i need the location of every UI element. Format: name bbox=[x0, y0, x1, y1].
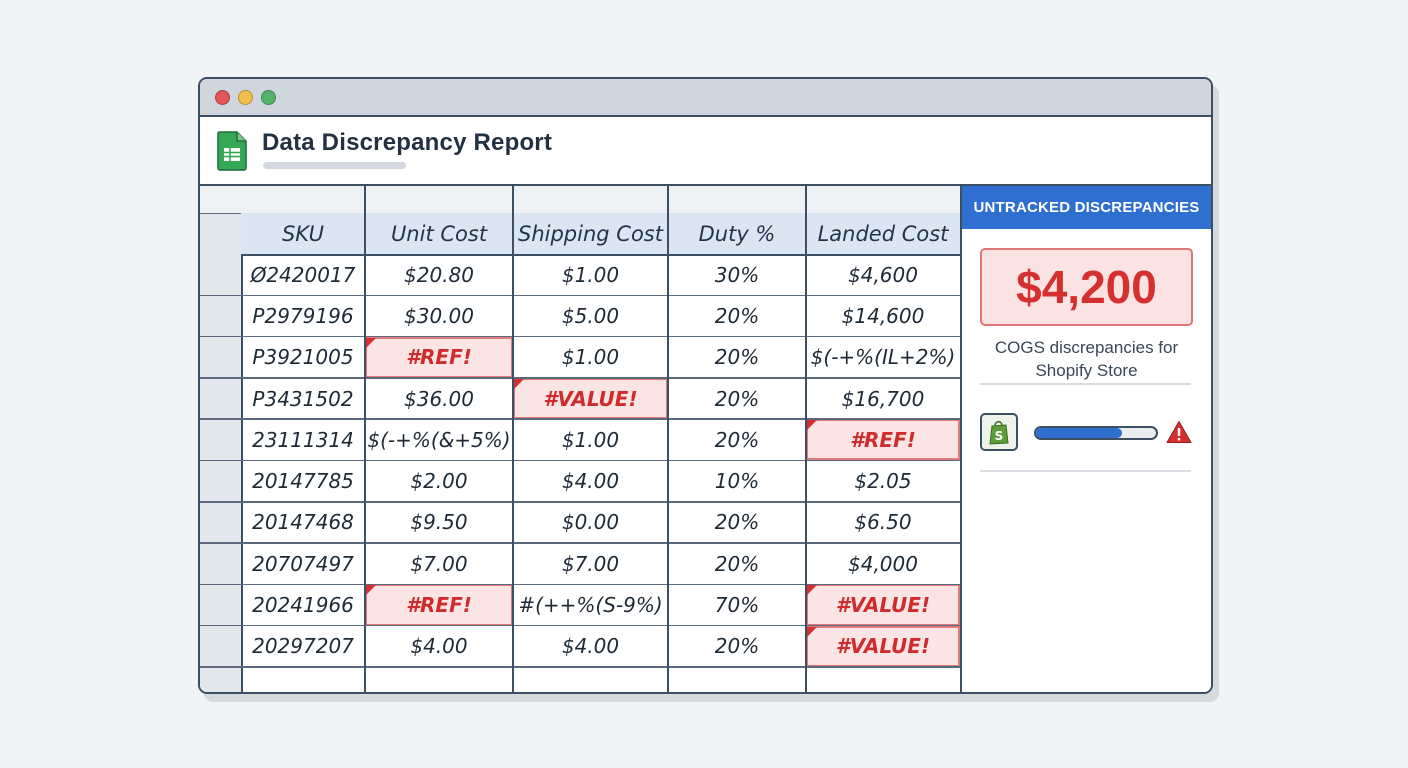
panel-description-line1: COGS discrepancies for bbox=[994, 338, 1179, 357]
header-sku[interactable]: SKU bbox=[281, 221, 325, 246]
row-gridline bbox=[200, 542, 960, 544]
shipping-cost-cell[interactable]: $1.00 bbox=[561, 427, 620, 452]
shipping-cost-cell[interactable]: #(++%(S-9%) bbox=[518, 593, 663, 618]
error-cell[interactable]: #REF! bbox=[806, 419, 960, 461]
spreadsheet-window: Data Discrepancy Report SKU Unit Cost Ship… bbox=[198, 77, 1213, 694]
row-number-column bbox=[200, 186, 243, 692]
duty-cell[interactable]: 10% bbox=[714, 469, 760, 494]
sheets-icon bbox=[217, 131, 247, 171]
shipping-cost-cell[interactable]: $1.00 bbox=[561, 345, 620, 370]
row-gridline bbox=[200, 418, 960, 420]
duty-cell[interactable]: 20% bbox=[714, 551, 760, 576]
panel-description: COGS discrepancies for Shopify Store bbox=[972, 336, 1201, 382]
header-shipping-cost[interactable]: Shipping Cost bbox=[518, 221, 663, 246]
error-cell[interactable]: #REF! bbox=[365, 584, 513, 626]
shipping-cost-cell[interactable]: $4.00 bbox=[561, 634, 620, 659]
discrepancy-panel: UNTRACKED DISCREPANCIES $4,200 COGS disc… bbox=[962, 186, 1211, 692]
row-gridline bbox=[200, 335, 960, 338]
title-underline bbox=[263, 162, 406, 169]
shipping-cost-cell[interactable]: $7.00 bbox=[561, 551, 620, 576]
panel-heading: UNTRACKED DISCREPANCIES bbox=[962, 186, 1211, 229]
unit-cost-cell[interactable]: $36.00 bbox=[404, 386, 474, 411]
unit-cost-cell[interactable]: $7.00 bbox=[410, 551, 468, 576]
error-cell[interactable]: #VALUE! bbox=[513, 377, 668, 420]
sku-cell[interactable]: 20707497 bbox=[252, 551, 354, 576]
duty-cell[interactable]: 20% bbox=[714, 345, 760, 370]
divider bbox=[980, 383, 1191, 385]
shipping-cost-cell[interactable]: $4.00 bbox=[561, 469, 620, 494]
sku-cell[interactable]: 20147468 bbox=[252, 510, 354, 535]
divider bbox=[980, 470, 1191, 472]
column-letter-strip bbox=[200, 186, 960, 214]
duty-cell[interactable]: 30% bbox=[714, 262, 760, 287]
shipping-cost-cell[interactable]: $5.00 bbox=[561, 303, 620, 328]
warning-icon[interactable] bbox=[1166, 420, 1192, 444]
error-cell[interactable]: #VALUE! bbox=[806, 584, 960, 626]
shipping-cost-cell[interactable]: $0.00 bbox=[561, 510, 620, 535]
duty-cell[interactable]: 20% bbox=[714, 427, 760, 452]
sync-progress-bar bbox=[1034, 426, 1158, 440]
landed-cost-cell[interactable]: $6.50 bbox=[854, 510, 912, 535]
column-gridline bbox=[512, 186, 514, 692]
unit-cost-cell[interactable]: $2.00 bbox=[410, 469, 468, 494]
sku-cell[interactable]: 23111314 bbox=[252, 427, 354, 452]
panel-description-line2: Shopify Store bbox=[1035, 361, 1138, 380]
landed-cost-cell[interactable]: $14,600 bbox=[841, 303, 925, 328]
landed-cost-cell[interactable]: $4,600 bbox=[848, 262, 918, 287]
minimize-window-button[interactable] bbox=[238, 90, 253, 105]
sku-cell[interactable]: 20147785 bbox=[252, 469, 354, 494]
row-gridline bbox=[200, 666, 960, 668]
page-title: Data Discrepancy Report bbox=[262, 129, 553, 156]
shopify-button[interactable]: S bbox=[980, 413, 1018, 451]
spreadsheet-grid: SKU Unit Cost Shipping Cost Duty % Landed Co… bbox=[200, 186, 962, 692]
svg-text:S: S bbox=[995, 429, 1004, 443]
duty-cell[interactable]: 70% bbox=[714, 593, 760, 618]
landed-cost-cell[interactable]: $16,700 bbox=[841, 386, 925, 411]
discrepancy-amount: $4,200 bbox=[980, 248, 1193, 326]
row-gridline bbox=[200, 624, 960, 627]
unit-cost-cell[interactable]: $20.80 bbox=[404, 262, 474, 287]
landed-cost-cell[interactable]: $4,000 bbox=[848, 551, 918, 576]
sku-cell[interactable]: P3921005 bbox=[252, 345, 354, 370]
header-duty[interactable]: Duty % bbox=[698, 221, 776, 246]
row-gridline bbox=[200, 377, 960, 379]
sku-cell[interactable]: P3431502 bbox=[252, 386, 354, 411]
maximize-window-button[interactable] bbox=[261, 90, 276, 105]
shipping-cost-cell[interactable]: $1.00 bbox=[561, 262, 620, 287]
progress-fill bbox=[1036, 428, 1123, 438]
duty-cell[interactable]: 20% bbox=[714, 303, 760, 328]
sku-cell[interactable]: Ø2420017 bbox=[250, 262, 356, 287]
header-unit-cost[interactable]: Unit Cost bbox=[390, 221, 488, 246]
report-header: Data Discrepancy Report bbox=[200, 117, 1211, 186]
error-cell[interactable]: #VALUE! bbox=[806, 625, 960, 667]
row-gridline bbox=[200, 583, 960, 586]
close-window-button[interactable] bbox=[215, 90, 230, 105]
duty-cell[interactable]: 20% bbox=[714, 510, 760, 535]
landed-cost-cell[interactable]: $(-+%(IL+2%) bbox=[810, 345, 956, 370]
sku-cell[interactable]: 20297207 bbox=[252, 634, 354, 659]
sku-cell[interactable]: 20241966 bbox=[252, 593, 354, 618]
unit-cost-cell[interactable]: $9.50 bbox=[410, 510, 468, 535]
title-bar bbox=[200, 79, 1211, 117]
column-gridline bbox=[364, 186, 366, 692]
unit-cost-cell[interactable]: $30.00 bbox=[404, 303, 474, 328]
landed-cost-cell[interactable]: $2.05 bbox=[854, 469, 912, 494]
shopify-icon: S bbox=[989, 420, 1009, 445]
unit-cost-cell[interactable]: $4.00 bbox=[410, 634, 468, 659]
row-gridline bbox=[200, 459, 960, 462]
row-gridline bbox=[200, 501, 960, 503]
unit-cost-cell[interactable]: $(-+%(&+5%) bbox=[367, 427, 511, 452]
header-landed-cost[interactable]: Landed Cost bbox=[817, 221, 949, 246]
row-gridline bbox=[200, 294, 960, 297]
sku-cell[interactable]: P2979196 bbox=[252, 303, 354, 328]
header-row bbox=[241, 213, 960, 256]
column-gridline bbox=[805, 186, 807, 692]
error-cell[interactable]: #REF! bbox=[365, 336, 513, 378]
duty-cell[interactable]: 20% bbox=[714, 634, 760, 659]
duty-cell[interactable]: 20% bbox=[714, 386, 760, 411]
column-gridline bbox=[667, 186, 669, 692]
